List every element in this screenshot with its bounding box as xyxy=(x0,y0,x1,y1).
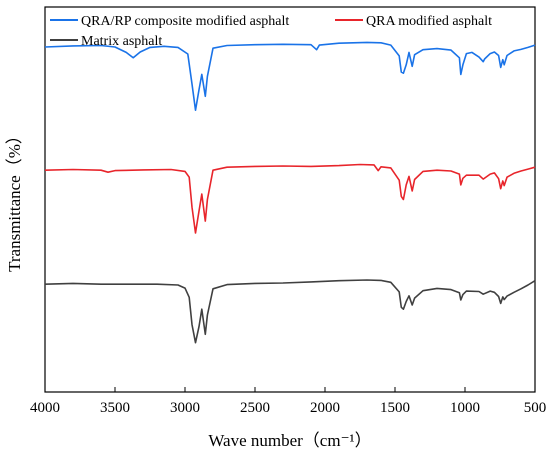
legend-label-1: QRA modified asphalt xyxy=(366,14,492,29)
x-tick-label: 3000 xyxy=(170,400,200,416)
x-axis-title: Wave number（cm⁻¹） xyxy=(208,431,371,450)
x-tick-label: 3500 xyxy=(100,400,130,416)
series-layer xyxy=(44,41,536,344)
x-tick-label: 2000 xyxy=(310,400,340,416)
x-tick-label: 500 xyxy=(524,400,547,416)
y-axis-title: Transmittance（%） xyxy=(5,127,24,272)
plot-area: 4000 3500 3000 2500 2000 1500 1000 500 xyxy=(30,6,546,416)
x-tick-label: 2500 xyxy=(240,400,270,416)
legend: QRA/RP composite modified asphalt QRA mod… xyxy=(50,14,492,49)
x-tick-label: 1500 xyxy=(380,400,410,416)
legend-label-0: QRA/RP composite modified asphalt xyxy=(81,14,289,29)
series-line-1 xyxy=(44,163,536,234)
x-tick-label: 1000 xyxy=(450,400,480,416)
x-axis-ticks: 4000 3500 3000 2500 2000 1500 1000 500 xyxy=(30,387,546,416)
series-line-2 xyxy=(44,279,536,344)
plot-frame xyxy=(44,6,536,393)
series-line-0 xyxy=(44,41,536,111)
x-tick-label: 4000 xyxy=(30,400,60,416)
legend-label-2: Matrix asphalt xyxy=(81,34,162,49)
